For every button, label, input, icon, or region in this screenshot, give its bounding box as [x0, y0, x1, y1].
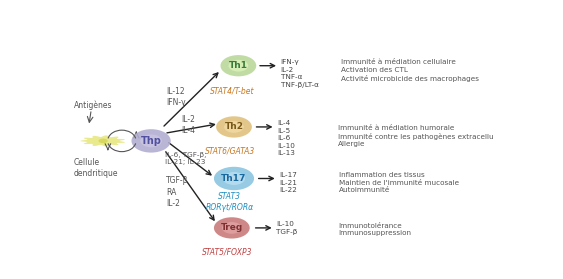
Text: Cellule
dendritique: Cellule dendritique	[74, 158, 118, 178]
Ellipse shape	[223, 172, 245, 185]
Text: Treg: Treg	[221, 223, 243, 232]
Ellipse shape	[222, 222, 242, 234]
Ellipse shape	[229, 60, 248, 71]
Text: Thp: Thp	[141, 136, 162, 146]
Text: Immunité à médiation humorale
Immunité contre les pathogènes extracellu
Allergie: Immunité à médiation humorale Immunité c…	[338, 125, 494, 147]
Ellipse shape	[224, 121, 244, 133]
Ellipse shape	[214, 217, 250, 239]
Text: Inflammation des tissus
Maintien de l'immunité mucosale
Autoimmunité: Inflammation des tissus Maintien de l'im…	[339, 172, 459, 193]
Text: Immunotolérance
Immunosuppression: Immunotolérance Immunosuppression	[338, 223, 412, 236]
Ellipse shape	[140, 134, 162, 147]
Text: Th17: Th17	[221, 174, 247, 183]
Text: IL-17
IL-21
IL-22: IL-17 IL-21 IL-22	[279, 172, 297, 193]
Text: Immunité à médiation cellulaire
Activation des CTL
Activité microbicide des macr: Immunité à médiation cellulaire Activati…	[341, 59, 479, 81]
Ellipse shape	[132, 129, 171, 153]
Text: STAT4/T-bet: STAT4/T-bet	[209, 87, 254, 96]
Text: IL-6, TGF-β;
IL-21; IL-23: IL-6, TGF-β; IL-21; IL-23	[166, 152, 207, 165]
Text: Th1: Th1	[229, 61, 248, 70]
Text: STAT6/GATA3: STAT6/GATA3	[204, 146, 255, 155]
Circle shape	[99, 139, 108, 143]
Text: IL-4
IL-5
IL-6
IL-10
IL-13: IL-4 IL-5 IL-6 IL-10 IL-13	[277, 121, 295, 157]
Text: STAT3
RORγt/RORα: STAT3 RORγt/RORα	[205, 193, 254, 212]
Polygon shape	[81, 135, 125, 146]
Ellipse shape	[214, 167, 254, 190]
Text: IFN-γ
IL-2
TNF-α
TNF-β/LT-α: IFN-γ IL-2 TNF-α TNF-β/LT-α	[281, 59, 319, 88]
Text: IL-2
IL-4: IL-2 IL-4	[182, 115, 195, 135]
Ellipse shape	[216, 116, 252, 138]
Text: STAT5/FOXP3: STAT5/FOXP3	[202, 248, 253, 257]
Text: Antigènes: Antigènes	[74, 101, 113, 110]
Text: TGF-β
RA
IL-2: TGF-β RA IL-2	[167, 176, 189, 208]
Text: Th2: Th2	[225, 122, 243, 131]
Ellipse shape	[221, 55, 256, 76]
Text: IL-10
TGF-β: IL-10 TGF-β	[276, 222, 298, 235]
Text: IL-12
IFN-γ: IL-12 IFN-γ	[167, 87, 186, 107]
